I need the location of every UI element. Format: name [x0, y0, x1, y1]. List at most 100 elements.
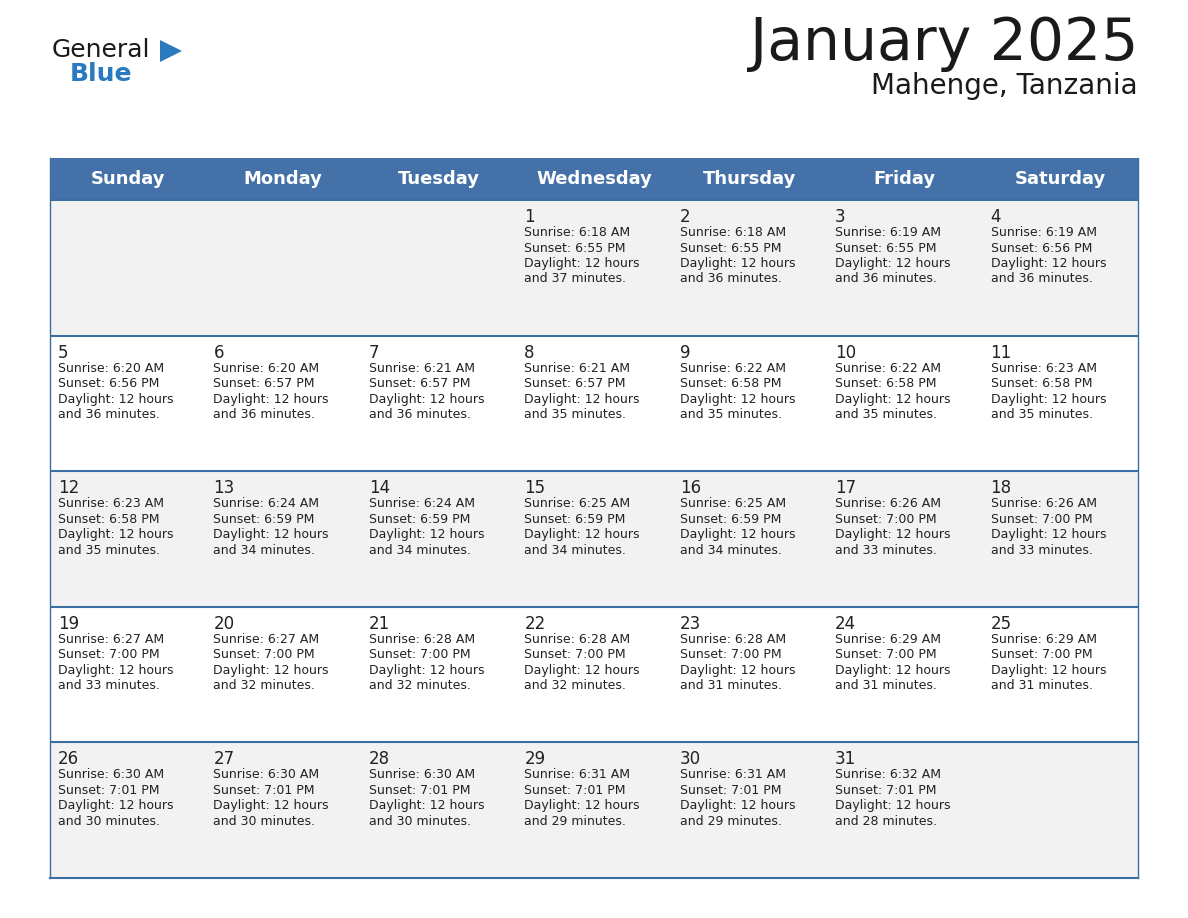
Text: 13: 13 — [214, 479, 235, 498]
Bar — [50, 336, 1138, 471]
Text: Daylight: 12 hours: Daylight: 12 hours — [680, 257, 795, 270]
Text: Daylight: 12 hours: Daylight: 12 hours — [214, 800, 329, 812]
Text: January 2025: January 2025 — [750, 15, 1138, 72]
Text: Sunrise: 6:19 AM: Sunrise: 6:19 AM — [835, 226, 941, 239]
Text: and 36 minutes.: and 36 minutes. — [58, 409, 160, 421]
Text: and 35 minutes.: and 35 minutes. — [991, 409, 1093, 421]
Text: Sunset: 7:01 PM: Sunset: 7:01 PM — [680, 784, 782, 797]
Text: 19: 19 — [58, 615, 80, 633]
Text: Sunset: 6:59 PM: Sunset: 6:59 PM — [524, 512, 626, 526]
Text: Mahenge, Tanzania: Mahenge, Tanzania — [871, 72, 1138, 100]
Text: and 31 minutes.: and 31 minutes. — [680, 679, 782, 692]
Text: 4: 4 — [991, 208, 1001, 226]
Text: Sunset: 6:58 PM: Sunset: 6:58 PM — [680, 377, 782, 390]
Text: and 30 minutes.: and 30 minutes. — [368, 815, 470, 828]
Text: Daylight: 12 hours: Daylight: 12 hours — [524, 257, 640, 270]
Text: Sunset: 6:55 PM: Sunset: 6:55 PM — [835, 241, 936, 254]
Text: Daylight: 12 hours: Daylight: 12 hours — [680, 393, 795, 406]
Text: Sunset: 6:58 PM: Sunset: 6:58 PM — [58, 512, 159, 526]
Text: Daylight: 12 hours: Daylight: 12 hours — [58, 800, 173, 812]
Text: Sunrise: 6:23 AM: Sunrise: 6:23 AM — [991, 362, 1097, 375]
Text: and 33 minutes.: and 33 minutes. — [991, 543, 1093, 556]
Text: 23: 23 — [680, 615, 701, 633]
Text: 30: 30 — [680, 750, 701, 768]
Text: 16: 16 — [680, 479, 701, 498]
Text: Sunrise: 6:25 AM: Sunrise: 6:25 AM — [680, 498, 785, 510]
Text: and 30 minutes.: and 30 minutes. — [58, 815, 160, 828]
Text: Sunset: 6:58 PM: Sunset: 6:58 PM — [835, 377, 936, 390]
Text: 22: 22 — [524, 615, 545, 633]
Text: Sunrise: 6:25 AM: Sunrise: 6:25 AM — [524, 498, 631, 510]
Text: Sunset: 7:00 PM: Sunset: 7:00 PM — [680, 648, 782, 661]
Text: Daylight: 12 hours: Daylight: 12 hours — [680, 528, 795, 542]
Text: Sunset: 7:01 PM: Sunset: 7:01 PM — [524, 784, 626, 797]
Text: Sunrise: 6:18 AM: Sunrise: 6:18 AM — [524, 226, 631, 239]
Text: Sunset: 6:57 PM: Sunset: 6:57 PM — [214, 377, 315, 390]
Polygon shape — [160, 40, 182, 62]
Text: 10: 10 — [835, 343, 857, 362]
Bar — [50, 607, 1138, 743]
Text: Sunset: 7:00 PM: Sunset: 7:00 PM — [991, 648, 1092, 661]
Text: Sunrise: 6:22 AM: Sunrise: 6:22 AM — [680, 362, 785, 375]
Text: and 28 minutes.: and 28 minutes. — [835, 815, 937, 828]
Text: Sunset: 7:00 PM: Sunset: 7:00 PM — [368, 648, 470, 661]
Text: and 34 minutes.: and 34 minutes. — [214, 543, 315, 556]
Text: Daylight: 12 hours: Daylight: 12 hours — [368, 800, 485, 812]
Text: 28: 28 — [368, 750, 390, 768]
Text: Sunrise: 6:24 AM: Sunrise: 6:24 AM — [368, 498, 475, 510]
Text: Sunrise: 6:21 AM: Sunrise: 6:21 AM — [368, 362, 475, 375]
Text: Sunset: 7:00 PM: Sunset: 7:00 PM — [524, 648, 626, 661]
Text: Daylight: 12 hours: Daylight: 12 hours — [835, 257, 950, 270]
Text: and 30 minutes.: and 30 minutes. — [214, 815, 316, 828]
Bar — [50, 200, 1138, 336]
Text: Daylight: 12 hours: Daylight: 12 hours — [524, 664, 640, 677]
Text: Sunrise: 6:20 AM: Sunrise: 6:20 AM — [214, 362, 320, 375]
Text: Daylight: 12 hours: Daylight: 12 hours — [368, 528, 485, 542]
Text: Sunset: 6:56 PM: Sunset: 6:56 PM — [991, 241, 1092, 254]
Text: Sunset: 6:57 PM: Sunset: 6:57 PM — [524, 377, 626, 390]
Text: Sunset: 6:59 PM: Sunset: 6:59 PM — [214, 512, 315, 526]
Text: 18: 18 — [991, 479, 1012, 498]
Text: 9: 9 — [680, 343, 690, 362]
Text: Sunrise: 6:21 AM: Sunrise: 6:21 AM — [524, 362, 631, 375]
Text: 14: 14 — [368, 479, 390, 498]
Text: Daylight: 12 hours: Daylight: 12 hours — [835, 528, 950, 542]
Text: 27: 27 — [214, 750, 234, 768]
Text: Sunrise: 6:27 AM: Sunrise: 6:27 AM — [214, 633, 320, 645]
Text: 15: 15 — [524, 479, 545, 498]
Text: Sunset: 7:00 PM: Sunset: 7:00 PM — [835, 648, 937, 661]
Text: 21: 21 — [368, 615, 390, 633]
Text: Sunset: 7:00 PM: Sunset: 7:00 PM — [214, 648, 315, 661]
Text: and 34 minutes.: and 34 minutes. — [524, 543, 626, 556]
Text: Daylight: 12 hours: Daylight: 12 hours — [214, 528, 329, 542]
Text: Daylight: 12 hours: Daylight: 12 hours — [524, 393, 640, 406]
Text: Sunrise: 6:18 AM: Sunrise: 6:18 AM — [680, 226, 785, 239]
Text: Sunrise: 6:28 AM: Sunrise: 6:28 AM — [524, 633, 631, 645]
Text: Sunrise: 6:22 AM: Sunrise: 6:22 AM — [835, 362, 941, 375]
Bar — [50, 471, 1138, 607]
Text: Daylight: 12 hours: Daylight: 12 hours — [680, 800, 795, 812]
Text: and 29 minutes.: and 29 minutes. — [524, 815, 626, 828]
Bar — [50, 743, 1138, 878]
Text: Tuesday: Tuesday — [398, 170, 480, 188]
Text: Daylight: 12 hours: Daylight: 12 hours — [991, 257, 1106, 270]
Text: Sunrise: 6:20 AM: Sunrise: 6:20 AM — [58, 362, 164, 375]
Text: Sunset: 7:00 PM: Sunset: 7:00 PM — [835, 512, 937, 526]
Text: and 36 minutes.: and 36 minutes. — [214, 409, 315, 421]
Text: and 32 minutes.: and 32 minutes. — [214, 679, 315, 692]
Text: Sunset: 7:01 PM: Sunset: 7:01 PM — [368, 784, 470, 797]
Text: Sunset: 6:58 PM: Sunset: 6:58 PM — [991, 377, 1092, 390]
Text: Sunrise: 6:29 AM: Sunrise: 6:29 AM — [991, 633, 1097, 645]
Text: 8: 8 — [524, 343, 535, 362]
Text: 26: 26 — [58, 750, 80, 768]
Text: Sunrise: 6:24 AM: Sunrise: 6:24 AM — [214, 498, 320, 510]
Text: and 35 minutes.: and 35 minutes. — [680, 409, 782, 421]
Text: Daylight: 12 hours: Daylight: 12 hours — [214, 664, 329, 677]
Text: Daylight: 12 hours: Daylight: 12 hours — [835, 393, 950, 406]
Text: Daylight: 12 hours: Daylight: 12 hours — [835, 800, 950, 812]
Text: 20: 20 — [214, 615, 234, 633]
Text: 7: 7 — [368, 343, 379, 362]
Text: and 29 minutes.: and 29 minutes. — [680, 815, 782, 828]
Text: Sunset: 7:01 PM: Sunset: 7:01 PM — [835, 784, 936, 797]
Text: Sunset: 7:00 PM: Sunset: 7:00 PM — [991, 512, 1092, 526]
